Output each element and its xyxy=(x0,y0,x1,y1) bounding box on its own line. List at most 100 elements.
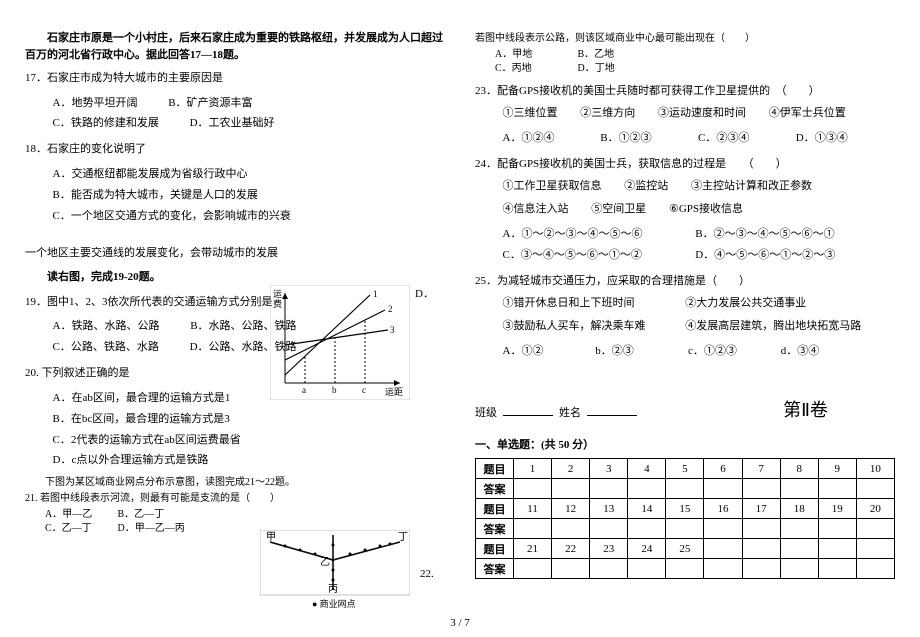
q24-c5: ⑤空间卫星 xyxy=(591,200,646,220)
q20-D: D．c点以外合理运输方式是铁路 xyxy=(53,450,446,471)
name-blank[interactable] xyxy=(587,404,637,416)
q24-c3: ③主控站计算和改正参数 xyxy=(691,177,812,197)
q20-C: C．2代表的运输方式在ab区间运费最省 xyxy=(53,430,446,451)
chart-tick-c: c xyxy=(362,385,366,395)
q24-stem: 24．配备GPS接收机的美国士兵，获取信息的过程是 （ ） xyxy=(475,156,895,174)
row-hdr-q3: 题目 xyxy=(476,539,514,559)
cost-distance-chart: 运 费 运距 a b c 1 2 3 xyxy=(270,285,410,400)
page-number: 3 / 7 xyxy=(0,617,920,629)
q24-c1: ①工作卫星获取信息 xyxy=(503,177,602,197)
q25-circled-2: ③鼓励私人买车，解决乘车难 ④发展高层建筑，腾出地块拓宽马路 xyxy=(503,317,896,337)
q24-circled-2: ④信息注入站 ⑤空间卫星 ⑥GPS接收信息 xyxy=(503,200,896,220)
section2-header: 班级 姓名 第Ⅱ卷 xyxy=(475,392,895,430)
q18-options: A．交通枢纽都能发展成为省级行政中心 B．能否成为特大城市，关键是人口的发展 C… xyxy=(53,164,446,227)
q25-D: d．③④ xyxy=(781,341,861,362)
table-row: 答案 xyxy=(476,519,895,539)
q22-D: D．丁地 xyxy=(578,62,658,76)
q18-C: C．一个地区交通方式的变化，会影响城市的兴衰 xyxy=(53,206,446,227)
q20-B: B．在bc区间，最合理的运输方式是3 xyxy=(53,409,446,430)
q24-c2: ②监控站 xyxy=(624,177,668,197)
class-blank[interactable] xyxy=(503,404,553,416)
q18-B: B．能否成为特大城市，关键是人口的发展 xyxy=(53,185,446,206)
q24-B: B．②～③～④～⑤～⑥～① xyxy=(695,224,834,245)
q17-B: B．矿产资源丰富 xyxy=(168,93,252,114)
q23-c3: ③运动速度和时间 xyxy=(658,104,746,124)
q25-c4: ④发展高层建筑，腾出地块拓宽马路 xyxy=(685,317,861,337)
q22-B: B．乙地 xyxy=(578,48,658,62)
q17-D: D．工农业基础好 xyxy=(190,113,275,134)
q23-c4: ④伊军士兵位置 xyxy=(769,104,846,124)
q22-A: A．甲地 xyxy=(495,48,575,62)
table-row: 答案 xyxy=(476,559,895,579)
chart-line-2: 2 xyxy=(388,304,393,314)
q24-circled-1: ①工作卫星获取信息 ②监控站 ③主控站计算和改正参数 xyxy=(503,177,896,197)
q20-options: A．在ab区间，最合理的运输方式是1 B．在bc区间，最合理的运输方式是3 C．… xyxy=(53,388,446,472)
chart-tick-b: b xyxy=(332,385,337,395)
row-hdr-q2: 题目 xyxy=(476,499,514,519)
commerce-diagram: 甲 乙 丙 丁 ● 商业网点 xyxy=(260,530,410,610)
table-row: 答案 xyxy=(476,479,895,499)
intro-text: 石家庄市原是一个小村庄，后来石家庄成为重要的铁路枢纽，并发展成为人口超过百万的河… xyxy=(25,30,445,63)
q25-B: b．②③ xyxy=(595,341,675,362)
q23-C: C．②③④ xyxy=(698,128,783,149)
diag-label-yi: 乙 xyxy=(320,556,330,568)
chart-xlabel: 运距 xyxy=(385,387,403,397)
q17-C: C．铁路的修建和发展 xyxy=(53,113,159,134)
q23-stem: 23．配备GPS接收机的美国士兵随时都可获得工作卫星提供的 （ ） xyxy=(475,83,895,101)
q25-c1: ①错开休息日和上下班时间 xyxy=(503,294,663,314)
chart-ylabel-1: 运 xyxy=(273,289,282,299)
q17-options: A．地势平坦开阔 B．矿产资源丰富 C．铁路的修建和发展 D．工农业基础好 xyxy=(53,93,446,135)
q25-c2: ②大力发展公共交通事业 xyxy=(685,294,806,314)
chart-tick-a: a xyxy=(302,385,306,395)
diag-legend: ● 商业网点 xyxy=(312,598,356,609)
chart-line-1: 1 xyxy=(373,289,378,299)
q21-B: B．乙—丁 xyxy=(118,508,188,522)
part-heading: 一、单选题：(共 50 分） xyxy=(475,436,895,452)
q25-options: A．①② b．②③ c．①②③ d．③④ xyxy=(503,341,896,362)
class-label: 班级 xyxy=(475,404,497,420)
section2-title: 第Ⅱ卷 xyxy=(753,396,857,422)
q24-C: C．③～④～⑤～⑥～①～② xyxy=(503,245,683,266)
q25-circled-1: ①错开休息日和上下班时间 ②大力发展公共交通事业 xyxy=(503,294,896,314)
q24-options: A．①～②～③～④～⑤～⑥ B．②～③～④～⑤～⑥～① C．③～④～⑤～⑥～①～… xyxy=(503,224,896,266)
q17-stem: 17．石家庄市成为特大城市的主要原因是 xyxy=(25,70,445,88)
q25-A: A．①② xyxy=(503,341,583,362)
q23-D: D．①③④ xyxy=(796,128,881,149)
q23-B: B．①②③ xyxy=(600,128,685,149)
name-label: 姓名 xyxy=(559,404,581,420)
q24-c6: ⑥GPS接收信息 xyxy=(669,200,743,220)
diag-label-bing: 丙 xyxy=(328,584,338,595)
table-row: 题目 12 34 56 78 910 xyxy=(476,459,895,479)
q23-options: A．①②④ B．①②③ C．②③④ D．①③④ xyxy=(503,128,896,149)
q17-A: A．地势平坦开阔 xyxy=(53,93,138,114)
chart-line-3: 3 xyxy=(390,325,395,335)
diagram-intro: 下图为某区域商业网点分布示意图，读图完成21～22题。 xyxy=(25,476,445,490)
table-row: 题目 2122 2324 25 xyxy=(476,539,895,559)
chart-ylabel-2: 费 xyxy=(273,298,282,309)
q25-c3: ③鼓励私人买车，解决乘车难 xyxy=(503,317,663,337)
answer-table: 题目 12 34 56 78 910 答案 题目 1112 1314 1516 … xyxy=(475,458,895,579)
q21-A: A．甲—乙 xyxy=(45,508,115,522)
q23-A: A．①②④ xyxy=(503,128,588,149)
q18-D: 一个地区主要交通线的发展变化，会带动城市的发展 xyxy=(25,245,445,263)
q25-stem: 25．为减轻城市交通压力，应采取的合理措施是（ ） xyxy=(475,273,895,291)
q18-D-marker: D． xyxy=(415,285,434,301)
q22-label: 22. xyxy=(420,568,434,580)
q22-stem: 若图中线段表示公路，则该区域商业中心最可能出现在（ ） xyxy=(475,32,895,46)
q19-C: C．公路、铁路、水路 xyxy=(53,337,159,358)
q24-c4: ④信息注入站 xyxy=(503,200,569,220)
q24-D: D．④～⑤～⑥～①～②～③ xyxy=(695,245,835,266)
q21-C: C．乙—丁 xyxy=(45,522,115,536)
row-hdr-q1: 题目 xyxy=(476,459,514,479)
q23-c1: ①三维位置 xyxy=(503,104,558,124)
q23-c2: ②三维方向 xyxy=(580,104,635,124)
q18-A: A．交通枢纽都能发展成为省级行政中心 xyxy=(53,164,446,185)
q22-options: A．甲地 B．乙地 C．丙地 D．丁地 xyxy=(495,48,895,76)
q22-C: C．丙地 xyxy=(495,62,575,76)
q21-stem: 21. 若图中线段表示河流，则最有可能是支流的是（ ） xyxy=(25,492,445,506)
right-column: 若图中线段表示公路，则该区域商业中心最可能出现在（ ） A．甲地 B．乙地 C．… xyxy=(475,30,895,600)
q18-stem: 18．石家庄的变化说明了 xyxy=(25,141,445,159)
q25-C: c．①②③ xyxy=(688,341,768,362)
q23-circled: ①三维位置 ②三维方向 ③运动速度和时间 ④伊军士兵位置 xyxy=(503,104,896,124)
row-hdr-a3: 答案 xyxy=(476,559,514,579)
